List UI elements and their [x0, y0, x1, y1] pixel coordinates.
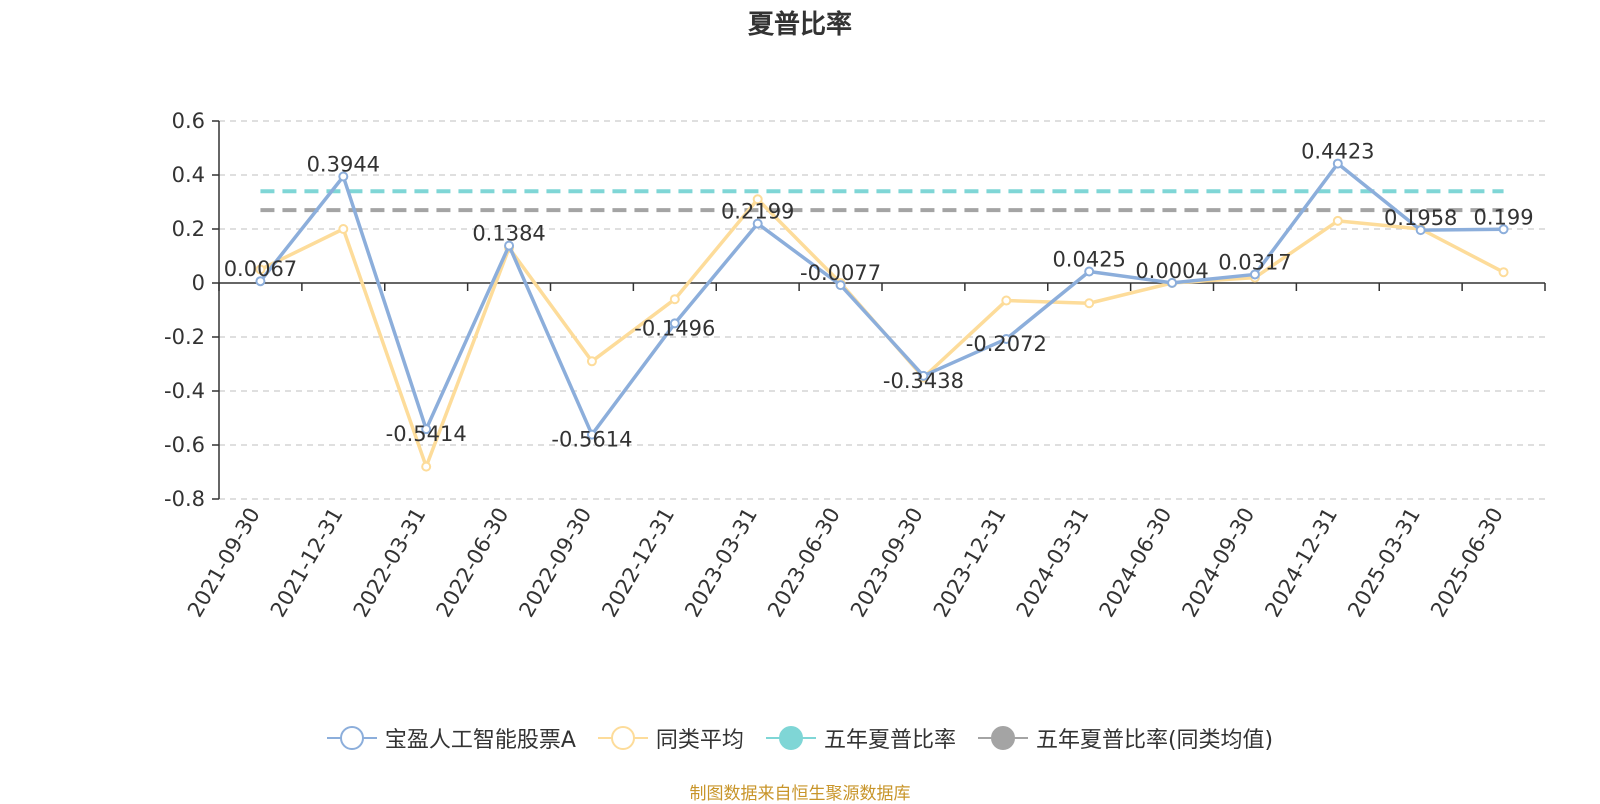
data-point [338, 224, 349, 234]
x-tick-label: 2025-06-30 [1426, 504, 1508, 622]
x-tick-label: 2024-12-31 [1260, 504, 1342, 622]
y-tick-label: -0.8 [164, 487, 205, 511]
data-label: -0.3438 [883, 369, 964, 393]
y-tick-label: -0.4 [164, 379, 205, 403]
x-tick-label: 2024-09-30 [1177, 504, 1259, 622]
data-point [1332, 215, 1343, 226]
data-point [1001, 333, 1012, 344]
legend-item[interactable]: 五年夏普比率(同类均值) [977, 722, 1274, 754]
legend-label: 五年夏普比率(同类均值) [1035, 728, 1274, 753]
data-label: 0.3944 [307, 153, 380, 177]
x-tick-label: 2025-03-31 [1343, 504, 1425, 622]
data-label: 0.2199 [721, 200, 794, 224]
source-note: 制图数据来自恒生聚源数据库 [689, 784, 911, 804]
y-tick-label: -0.2 [164, 325, 205, 349]
legend-label: 同类平均 [655, 728, 744, 753]
x-tick-label: 2023-09-30 [846, 504, 928, 622]
x-tick-label: 2023-12-31 [929, 504, 1011, 622]
data-point [1084, 266, 1095, 277]
data-point [586, 356, 597, 367]
data-point [504, 240, 515, 251]
y-tick-label: 0.6 [172, 109, 205, 133]
series-line [259, 161, 1504, 437]
data-label: -0.5614 [551, 428, 632, 452]
x-tick-label: 2023-03-31 [680, 504, 762, 622]
x-tick-label: 2022-03-31 [349, 504, 431, 622]
data-label: -0.0077 [800, 261, 881, 285]
legend-label: 五年夏普比率 [823, 728, 956, 753]
legend-item[interactable]: 宝盈人工智能股票A [326, 722, 576, 754]
data-label: 0.4423 [1301, 140, 1374, 164]
y-tick-label: 0 [192, 271, 205, 295]
y-tick-label: 0.4 [172, 163, 205, 187]
x-tick-label: 2021-12-31 [266, 504, 348, 622]
data-point [1332, 158, 1343, 169]
data-label: 0.1958 [1384, 206, 1457, 230]
data-point [421, 461, 432, 472]
legend-swatch-icon [977, 726, 1028, 750]
legend-label: 宝盈人工智能股票A [384, 728, 576, 753]
legend-item[interactable]: 五年夏普比率 [765, 722, 956, 754]
data-point [1084, 298, 1095, 309]
data-label: 0.1384 [472, 222, 545, 246]
chart-title: 夏普比率 [747, 10, 852, 40]
data-point [421, 424, 432, 435]
y-tick-label: 0.2 [172, 217, 205, 241]
x-tick-label: 2024-03-31 [1012, 504, 1094, 622]
data-label: 0.199 [1474, 205, 1534, 229]
legend-item[interactable]: 同类平均 [597, 722, 744, 754]
data-point [1167, 277, 1178, 288]
data-point [1249, 269, 1260, 280]
data-point [752, 218, 763, 229]
data-label: 0.0067 [224, 257, 297, 281]
legend: 宝盈人工智能股票A 同类平均 五年夏普比率 五年夏普比率(同类均值) [0, 722, 1600, 754]
data-point [1415, 225, 1426, 236]
legend-swatch-icon [326, 726, 377, 750]
data-point [255, 264, 266, 275]
x-tick-label: 2022-09-30 [514, 504, 596, 622]
x-tick-label: 2021-09-30 [183, 504, 265, 622]
data-label: -0.1496 [634, 316, 715, 340]
data-point [1001, 295, 1012, 306]
data-point [338, 171, 349, 182]
data-label: 0.0425 [1052, 248, 1125, 272]
data-point [752, 194, 763, 205]
legend-swatch-icon [597, 726, 648, 750]
data-point [1498, 224, 1509, 235]
data-point [1498, 267, 1509, 278]
data-point [835, 280, 846, 291]
data-point [918, 370, 929, 381]
x-tick-label: 2022-06-30 [432, 504, 514, 622]
legend-swatch-icon [765, 726, 816, 750]
data-label: 0.0004 [1135, 259, 1208, 283]
x-tick-label: 2024-06-30 [1095, 504, 1177, 622]
data-point [669, 318, 680, 329]
data-label: -0.2072 [966, 332, 1047, 356]
data-label: -0.5414 [386, 422, 467, 446]
data-point [669, 294, 680, 305]
data-point [586, 429, 597, 440]
x-tick-label: 2022-12-31 [597, 504, 679, 622]
x-tick-label: 2023-06-30 [763, 504, 845, 622]
data-label: 0.0317 [1218, 250, 1291, 274]
data-point [255, 276, 266, 287]
y-tick-label: -0.6 [164, 433, 205, 457]
